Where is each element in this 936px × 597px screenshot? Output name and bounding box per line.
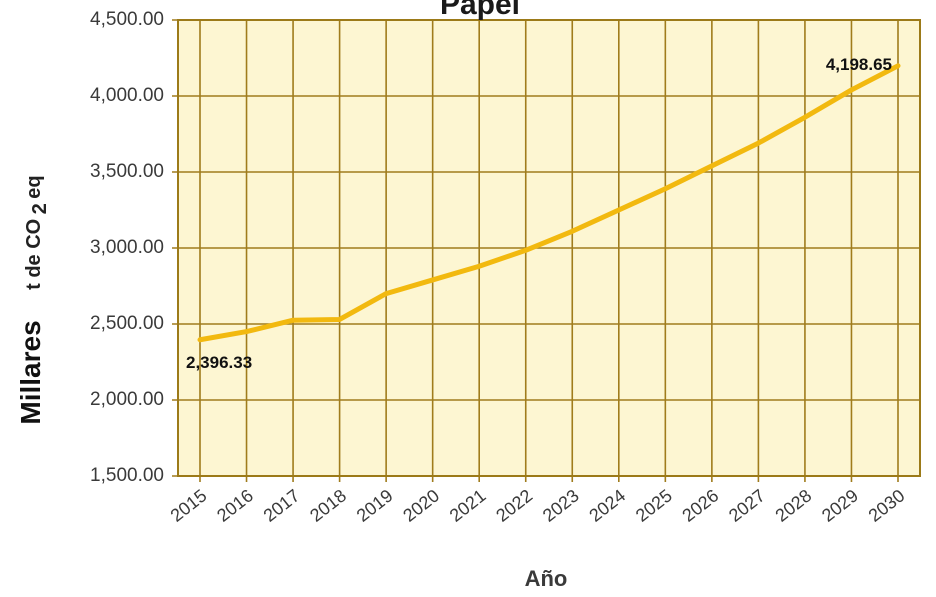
- x-tick-label: 2023: [539, 485, 583, 525]
- y-axis-label-subscript: 2: [29, 203, 51, 214]
- svg-text:Millares t de CO 2: Millares t de CO 2 eq: [15, 175, 51, 424]
- x-tick-label: 2020: [399, 485, 443, 525]
- data-label: 4,198.65: [826, 55, 892, 74]
- grid-lines: [172, 19, 920, 482]
- x-tick-label: 2021: [446, 485, 490, 525]
- x-tick-label: 2030: [865, 485, 909, 525]
- y-tick-label: 4,500.00: [90, 9, 164, 30]
- x-tick-label: 2027: [725, 485, 769, 525]
- y-tick-label: 2,000.00: [90, 389, 164, 410]
- x-tick-label: 2018: [306, 485, 350, 525]
- y-tick-label: 2,500.00: [90, 313, 164, 334]
- y-axis-label-unit: t de CO: [23, 219, 45, 290]
- x-tick-label: 2019: [353, 485, 397, 525]
- x-tick-label: 2029: [818, 485, 862, 525]
- x-tick-label: 2017: [260, 485, 304, 525]
- x-tick-label: 2016: [213, 485, 257, 525]
- y-axis-label: Millares t de CO 2 eq: [15, 175, 51, 424]
- y-tick-label: 3,000.00: [90, 237, 164, 258]
- y-tick-label: 3,500.00: [90, 161, 164, 182]
- series-line: [197, 63, 901, 343]
- x-tick-label: 2026: [678, 485, 722, 525]
- x-tick-label: 2025: [632, 485, 676, 525]
- chart-title: Papel: [440, 0, 520, 21]
- x-tick-label: 2024: [585, 485, 629, 525]
- x-axis-ticks: 2015 2016 2017 2018 2019 2020 2021 2022 2023 2024…: [167, 485, 909, 525]
- y-axis-label-suffix: eq: [23, 175, 45, 198]
- y-axis-label-prefix: Millares: [15, 320, 46, 424]
- x-tick-label: 2028: [772, 485, 816, 525]
- x-tick-label: 2022: [492, 485, 536, 525]
- x-axis-label: Año: [525, 566, 568, 591]
- data-labels: 2,396.33 4,198.65: [186, 55, 892, 372]
- y-tick-label: 1,500.00: [90, 465, 164, 486]
- data-label: 2,396.33: [186, 353, 252, 372]
- y-tick-label: 4,000.00: [90, 85, 164, 106]
- x-tick-label: 2015: [167, 485, 211, 525]
- plot-frame: [177, 19, 921, 477]
- y-axis-ticks: 1,500.00 2,000.00 2,500.00 3,000.00 3,500.00…: [90, 9, 164, 486]
